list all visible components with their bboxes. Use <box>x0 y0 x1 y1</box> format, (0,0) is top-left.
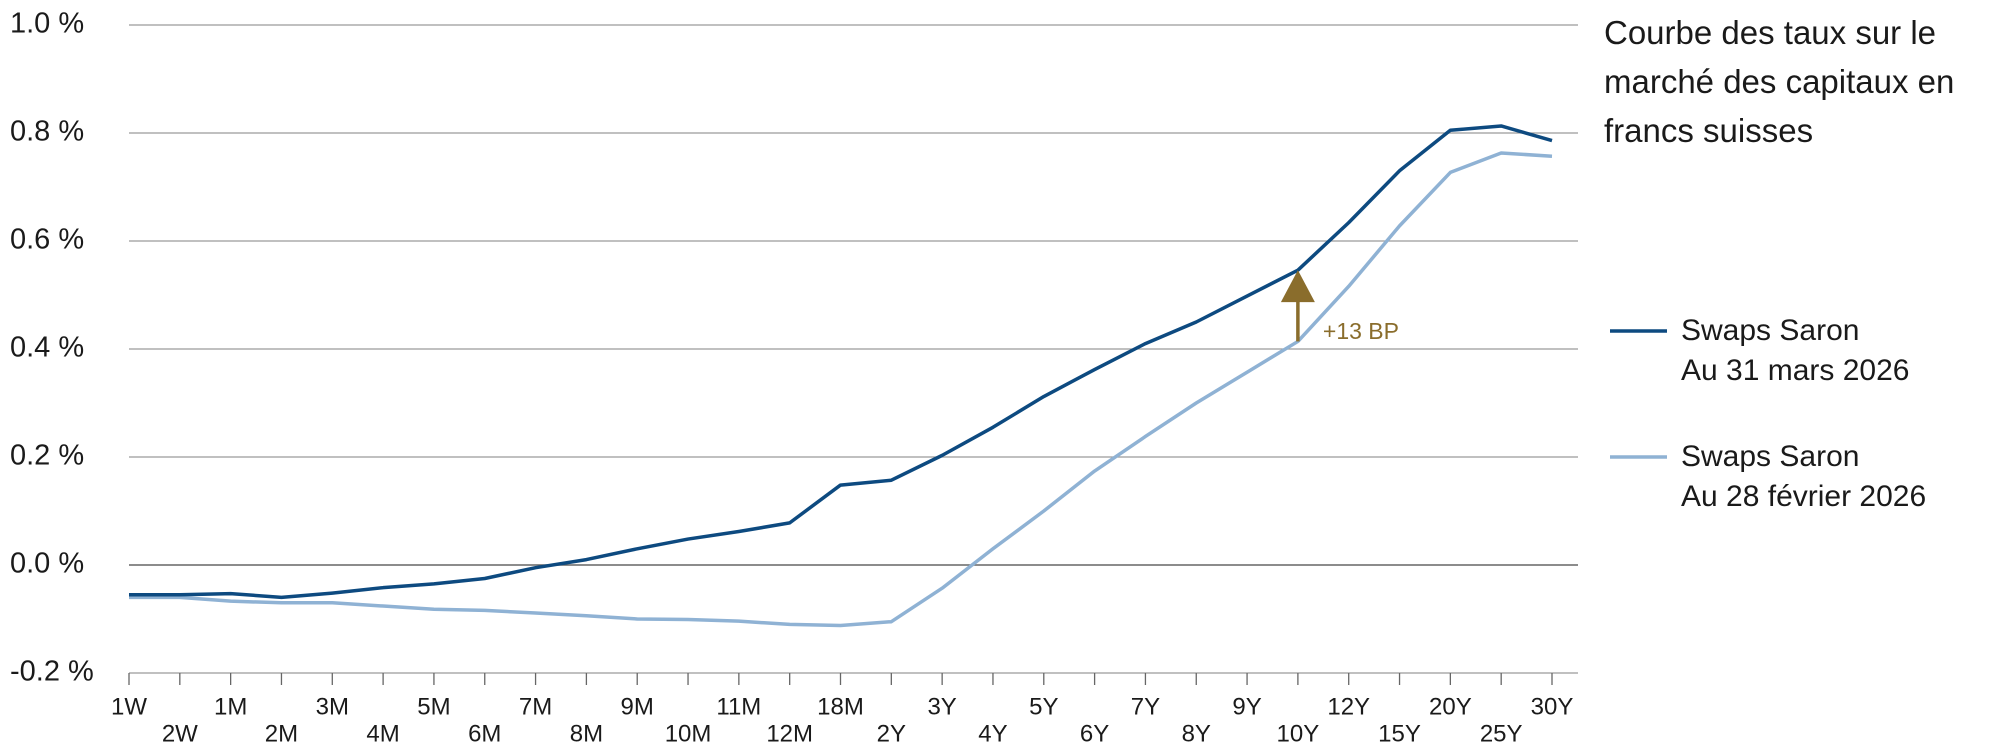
x-tick-label: 4Y <box>978 720 1007 747</box>
chart-title: Courbe des taux sur le marché des capita… <box>1604 14 1955 149</box>
legend-label: Swaps Saron <box>1681 314 1860 347</box>
x-tick-label: 9Y <box>1232 693 1261 720</box>
y-tick-label: 0.2 % <box>10 440 84 472</box>
x-tick-label: 5M <box>417 693 450 720</box>
y-tick-label: 0.0 % <box>10 548 84 580</box>
x-tick-label: 5Y <box>1029 693 1058 720</box>
x-tick-label: 25Y <box>1480 720 1523 747</box>
y-tick-label: 0.8 % <box>10 116 84 148</box>
series-line <box>129 124 1553 600</box>
x-tick-label: 3M <box>316 693 349 720</box>
x-tick-label: 11M <box>716 693 761 720</box>
x-tick-label: 18M <box>817 693 864 720</box>
x-tick-label: 4M <box>366 720 399 747</box>
x-tick-label: 15Y <box>1378 720 1421 747</box>
x-tick-label: 9M <box>621 693 654 720</box>
y-tick-label: 0.4 % <box>10 332 84 364</box>
x-tick-label: 6M <box>468 720 501 747</box>
legend-label: Swaps Saron <box>1681 440 1860 473</box>
y-tick-label: 1.0 % <box>10 8 84 40</box>
arrow-head <box>1280 270 1315 303</box>
y-tick-label: -0.2 % <box>10 656 94 688</box>
x-tick-label: 1M <box>214 693 247 720</box>
series-line <box>129 151 1553 628</box>
annotation-label: +13 BP <box>1323 318 1399 344</box>
x-tick-label: 6Y <box>1080 720 1109 747</box>
legend-date: Au 28 février 2026 <box>1681 480 1927 513</box>
x-tick-label: 2M <box>265 720 298 747</box>
x-tick-label: 2Y <box>877 720 906 747</box>
x-tick-label: 3Y <box>927 693 956 720</box>
y-tick-label: 0.6 % <box>10 224 84 256</box>
x-tick-label: 7Y <box>1131 693 1160 720</box>
x-tick-label: 8Y <box>1182 720 1211 747</box>
x-tick-label: 2W <box>162 720 198 747</box>
x-tick-label: 8M <box>570 720 603 747</box>
x-tick-label: 20Y <box>1429 693 1472 720</box>
x-tick-label: 12M <box>766 720 813 747</box>
x-tick-label: 10M <box>665 720 712 747</box>
x-tick-label: 12Y <box>1327 693 1370 720</box>
legend-date: Au 31 mars 2026 <box>1681 354 1910 387</box>
x-tick-label: 1W <box>111 693 147 720</box>
x-tick-label: 30Y <box>1531 693 1574 720</box>
x-tick-label: 7M <box>519 693 552 720</box>
x-tick-label: 10Y <box>1277 720 1320 747</box>
